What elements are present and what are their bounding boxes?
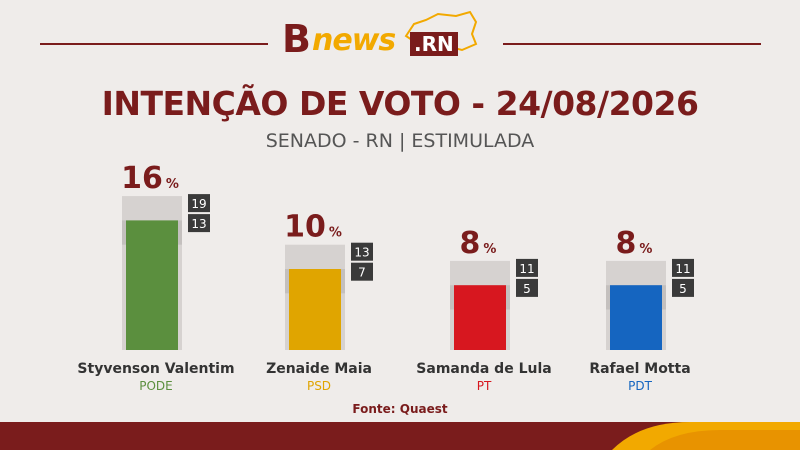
party-label-4: PDT [628,379,652,393]
logo-b: B [282,17,311,61]
upper-bound-1: 19 [191,197,206,211]
page-title: INTENÇÃO DE VOTO - 24/08/2026 [101,84,699,123]
lower-bound-1: 13 [191,217,206,231]
party-label-1: PODE [139,379,173,393]
lower-bound-3: 5 [523,282,531,296]
upper-bound-box [516,258,538,277]
page-subtitle: SENADO - RN | ESTIMULADA [265,130,535,152]
bar-1 [126,220,178,350]
upper-bound-4: 11 [675,262,690,276]
upper-bound-box [351,242,373,261]
value-label-1: 16% [121,161,179,196]
candidate-name-2: Zenaide Maia [266,361,372,377]
bar-3 [454,285,506,350]
header-rule-right [503,43,761,45]
party-label-3: PT [477,379,492,393]
logo-rn: .RN [410,32,458,56]
logo-news: news [312,23,396,58]
footer-band [0,422,800,450]
header-rule-left [40,43,268,45]
value-label-2: 10% [284,210,342,245]
lower-bound-box [188,214,210,233]
candidate-name-4: Rafael Motta [589,361,690,377]
source-note: Fonte: Quaest [352,402,448,416]
upper-bound-2: 13 [354,246,369,260]
footer-corner-accent [612,422,800,450]
upper-bound-box [188,194,210,213]
bar-2 [289,269,341,350]
value-label-4: 8% [616,226,653,261]
candidate-name-1: Styvenson Valentim [77,361,234,377]
bar-4 [610,285,662,350]
candidate-name-3: Samanda de Lula [416,361,551,377]
lower-bound-2: 7 [358,266,366,280]
upper-bound-box [672,258,694,277]
lower-bound-box [516,278,538,297]
party-label-2: PSD [307,379,331,393]
upper-bound-3: 11 [519,262,534,276]
bnews-logo: B news .RN [282,8,492,64]
lower-bound-box [672,278,694,297]
value-label-3: 8% [460,226,497,261]
lower-bound-4: 5 [679,282,687,296]
lower-bound-box [351,262,373,281]
